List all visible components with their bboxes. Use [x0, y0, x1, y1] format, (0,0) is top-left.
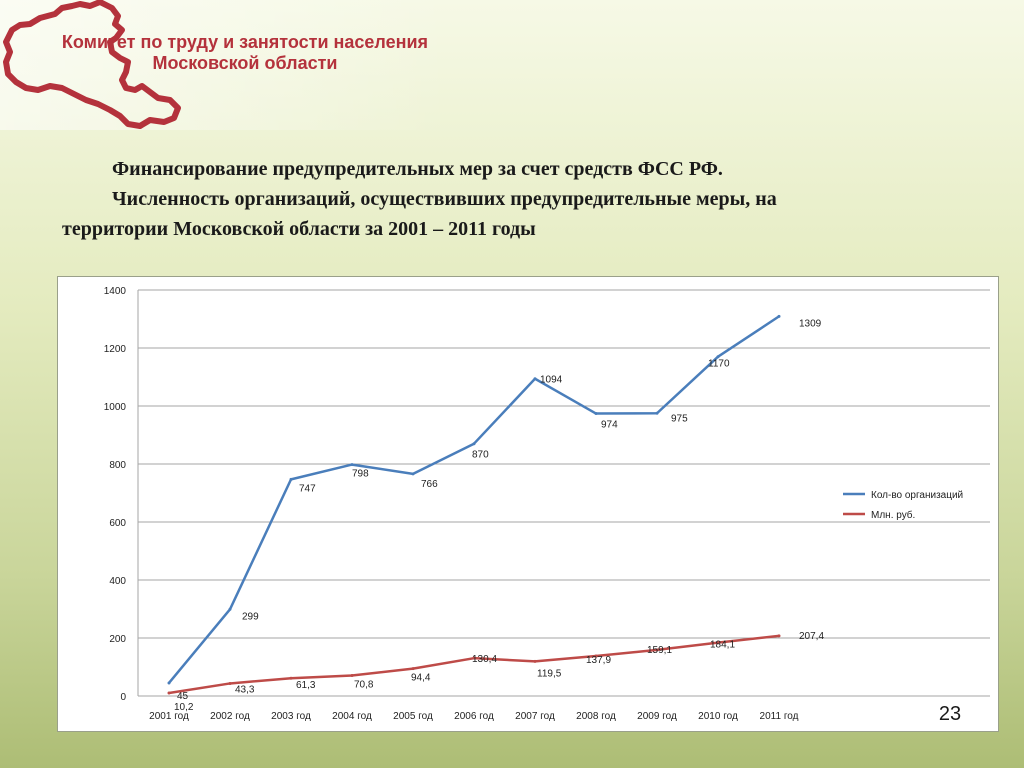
- data-label: 870: [472, 450, 489, 461]
- y-tick-label: 200: [109, 634, 126, 645]
- data-point: [289, 477, 293, 481]
- data-point: [655, 411, 659, 415]
- data-label: 10,2: [174, 702, 194, 713]
- y-tick-label: 400: [109, 576, 126, 587]
- data-point: [411, 667, 415, 671]
- data-label: 119,5: [537, 668, 562, 679]
- data-point: [167, 691, 171, 695]
- x-tick-label: 2004 год: [332, 711, 372, 722]
- data-label: 299: [242, 611, 259, 622]
- data-point: [472, 656, 476, 660]
- data-label: 70,8: [354, 679, 374, 690]
- data-label: 1170: [708, 359, 730, 370]
- title-line-2: Численность организаций, осуществивших п…: [112, 188, 777, 210]
- moscow-region-map-icon: [3, 0, 181, 129]
- data-label: 1094: [540, 375, 563, 386]
- y-tick-label: 1200: [104, 344, 127, 355]
- data-label: 184,1: [710, 640, 735, 651]
- data-point: [655, 648, 659, 652]
- data-label: 159,1: [647, 645, 672, 656]
- legend-label: Млн. руб.: [871, 509, 915, 521]
- title-line-3: территории Московской области за 2001 – …: [62, 218, 536, 240]
- slide-title: Финансирование предупредительных мер за …: [62, 154, 982, 244]
- data-label: 130,4: [472, 654, 497, 665]
- data-point: [228, 681, 232, 685]
- data-point: [533, 659, 537, 663]
- org-name-line2: Московской области: [152, 53, 338, 73]
- data-label: 975: [671, 413, 688, 424]
- data-point: [289, 676, 293, 680]
- x-tick-label: 2007 год: [515, 711, 555, 722]
- data-label: 1309: [799, 318, 822, 329]
- data-point: [716, 355, 720, 359]
- y-tick-label: 0: [120, 692, 126, 703]
- legend-label: Кол-во организаций: [871, 490, 963, 501]
- data-point: [411, 472, 415, 476]
- y-tick-label: 1400: [104, 286, 127, 297]
- data-label: 798: [352, 469, 369, 480]
- org-name-line1: Комитет по труду и занятости населения: [61, 32, 429, 52]
- x-tick-label: 2011 год: [760, 711, 799, 722]
- data-point: [350, 463, 354, 467]
- data-point: [716, 641, 720, 645]
- page-number: 23: [938, 703, 962, 725]
- data-point: [350, 673, 354, 677]
- x-tick-label: 2001 год: [149, 711, 189, 722]
- data-label: 137,9: [586, 655, 611, 666]
- data-point: [167, 681, 171, 685]
- organization-name: Комитет по труду и занятости населения М…: [40, 32, 450, 74]
- x-tick-label: 2009 год: [637, 711, 677, 722]
- y-tick-label: 1000: [104, 402, 127, 413]
- data-point: [777, 314, 781, 318]
- x-tick-label: 2010 год: [698, 711, 738, 722]
- line-chart: 0 200 400 600 800 1000 1200 1400 2001 год 2002 го…: [104, 286, 990, 722]
- title-line-1: Финансирование предупредительных мер за …: [112, 158, 723, 180]
- data-point: [228, 607, 232, 611]
- series-line: [168, 315, 780, 684]
- data-label: 45: [177, 691, 189, 702]
- data-point: [533, 377, 537, 381]
- data-point: [594, 654, 598, 658]
- x-tick-label: 2005 год: [393, 711, 433, 722]
- data-point: [472, 442, 476, 446]
- x-tick-label: 2006 год: [454, 711, 494, 722]
- header-band: [0, 0, 450, 130]
- data-point: [594, 412, 598, 416]
- data-point: [777, 634, 781, 638]
- data-label: 747: [299, 483, 316, 494]
- data-label: 766: [421, 479, 438, 490]
- chart-frame: 0 200 400 600 800 1000 1200 1400 2001 год 2002 го…: [57, 276, 999, 732]
- y-tick-label: 800: [109, 460, 126, 471]
- x-tick-label: 2003 год: [271, 711, 311, 722]
- data-label: 207,4: [799, 631, 824, 642]
- x-tick-label: 2008 год: [576, 711, 616, 722]
- y-tick-label: 600: [109, 518, 126, 529]
- data-label: 43,3: [235, 684, 255, 695]
- data-label: 61,3: [296, 680, 316, 691]
- data-label: 974: [601, 420, 618, 431]
- data-label: 94,4: [411, 673, 431, 684]
- x-tick-label: 2002 год: [210, 711, 250, 722]
